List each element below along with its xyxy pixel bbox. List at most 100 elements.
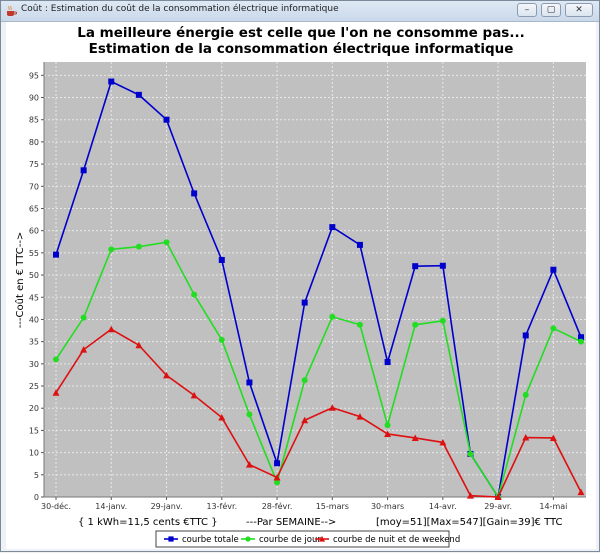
- y-tick-label: 45: [29, 293, 39, 302]
- maximize-button[interactable]: ▢: [541, 3, 561, 17]
- data-point: [135, 341, 143, 349]
- data-point: [384, 422, 391, 429]
- data-point: [80, 346, 88, 353]
- data-point: [218, 256, 225, 263]
- y-tick-label: 60: [29, 227, 39, 236]
- x-tick-label: 15-mars: [316, 502, 349, 511]
- data-point: [163, 371, 171, 379]
- chart-panel: La meilleure énergie est celle que l'on …: [6, 22, 596, 549]
- y-axis: 0 5 10 15 20 25 30 35 40 45 50 55 60 65 70 75 80 85 90 95: [29, 62, 45, 502]
- y-tick-label: 15: [29, 426, 39, 435]
- data-point: [274, 460, 281, 467]
- data-point: [301, 299, 308, 306]
- y-tick-label: 25: [29, 382, 39, 391]
- data-point: [412, 263, 419, 270]
- window-title: Coût : Estimation du coût de la consomma…: [21, 4, 339, 14]
- y-tick-label: 10: [29, 449, 39, 458]
- y-tick-label: 90: [29, 94, 39, 103]
- data-point: [135, 91, 142, 98]
- series-line-1: [55, 241, 582, 499]
- data-point: [246, 379, 253, 386]
- data-point: [578, 338, 584, 345]
- data-point: [163, 239, 170, 246]
- x-tick-label: 14-mai: [539, 502, 567, 511]
- data-point: [53, 356, 59, 363]
- data-point: [191, 190, 198, 197]
- legend-swatch-marker: [318, 535, 326, 542]
- data-point: [550, 266, 557, 273]
- y-tick-label: 75: [29, 160, 39, 169]
- line-chart: La meilleure énergie est celle que l'on …: [14, 25, 586, 548]
- data-point: [439, 438, 447, 446]
- data-point: [273, 473, 281, 481]
- chart-subtitle: Estimation de la consommation électrique…: [89, 41, 514, 57]
- data-point: [218, 336, 225, 343]
- y-tick-label: 30: [29, 360, 39, 369]
- close-icon: ✕: [575, 5, 583, 15]
- y-tick-label: 65: [29, 204, 39, 213]
- data-point: [245, 461, 253, 468]
- data-point: [80, 314, 87, 321]
- x-axis-label-kwh: { 1 kWh=11,5 cents €TTC }: [78, 517, 218, 528]
- data-point: [467, 450, 474, 457]
- data-point: [411, 434, 419, 441]
- x-tick-label: 14-janv.: [95, 502, 127, 511]
- data-point: [522, 391, 529, 398]
- x-tick-label: 28-févr.: [262, 501, 293, 511]
- y-tick-label: 55: [29, 249, 39, 258]
- data-point: [190, 391, 198, 399]
- x-axis: 30-déc. 14-janv. 29-janv. 13-févr. 28-févr. 1…: [41, 496, 586, 511]
- x-tick-label: 29-janv.: [151, 502, 183, 511]
- legend-label: courbe totale: [182, 535, 239, 545]
- data-series: [52, 78, 585, 500]
- x-tick-label: 14-avr.: [429, 502, 457, 511]
- legend-swatch-marker: [168, 536, 174, 542]
- minimize-button[interactable]: –: [517, 3, 537, 17]
- data-point: [328, 404, 336, 411]
- data-point: [550, 325, 557, 332]
- data-point: [356, 413, 364, 420]
- maximize-icon: ▢: [546, 5, 556, 15]
- y-tick-label: 80: [29, 138, 39, 147]
- y-tick-label: 0: [34, 493, 39, 502]
- data-point: [301, 377, 308, 384]
- x-axis-label-period: ---Par SEMAINE-->: [246, 517, 336, 528]
- grid-lines: [44, 62, 586, 498]
- y-tick-label: 85: [29, 116, 39, 125]
- data-point: [107, 325, 115, 333]
- data-point: [108, 78, 115, 85]
- data-point: [52, 389, 60, 396]
- data-point: [384, 430, 392, 437]
- data-point: [466, 492, 474, 499]
- data-point: [246, 411, 253, 418]
- data-point: [163, 116, 170, 123]
- chart-legend: courbe totale courbe de jour courbe de nui…: [155, 530, 460, 548]
- series-line-2: [55, 328, 582, 498]
- plot-area: [44, 62, 586, 497]
- y-tick-label: 20: [29, 404, 39, 413]
- data-point: [135, 243, 142, 250]
- y-axis-label: ---Coût en € TTC-->: [14, 232, 26, 329]
- data-point: [356, 321, 363, 328]
- data-point: [53, 251, 59, 258]
- data-point: [522, 434, 530, 441]
- x-tick-label: 29-avr.: [484, 502, 512, 511]
- legend-swatch-marker: [245, 536, 251, 542]
- title-bar[interactable]: Coût : Estimation du coût de la consomma…: [1, 1, 599, 22]
- data-point: [494, 493, 502, 500]
- y-tick-label: 5: [34, 471, 39, 480]
- data-point: [522, 332, 529, 339]
- data-point: [356, 241, 363, 248]
- data-point: [439, 262, 446, 269]
- x-axis-label-stats: [moy=51][Max=547][Gain=39]€ TTC: [376, 517, 563, 528]
- data-point: [108, 246, 115, 253]
- legend-label: courbe de nuit et de weekend: [333, 535, 460, 545]
- java-cup-icon: [7, 5, 17, 16]
- close-button[interactable]: ✕: [565, 3, 593, 17]
- data-point: [578, 334, 584, 341]
- data-point: [80, 167, 87, 174]
- y-tick-label: 35: [29, 338, 39, 347]
- data-point: [301, 416, 309, 424]
- chart-title: La meilleure énergie est celle que l'on …: [77, 25, 524, 41]
